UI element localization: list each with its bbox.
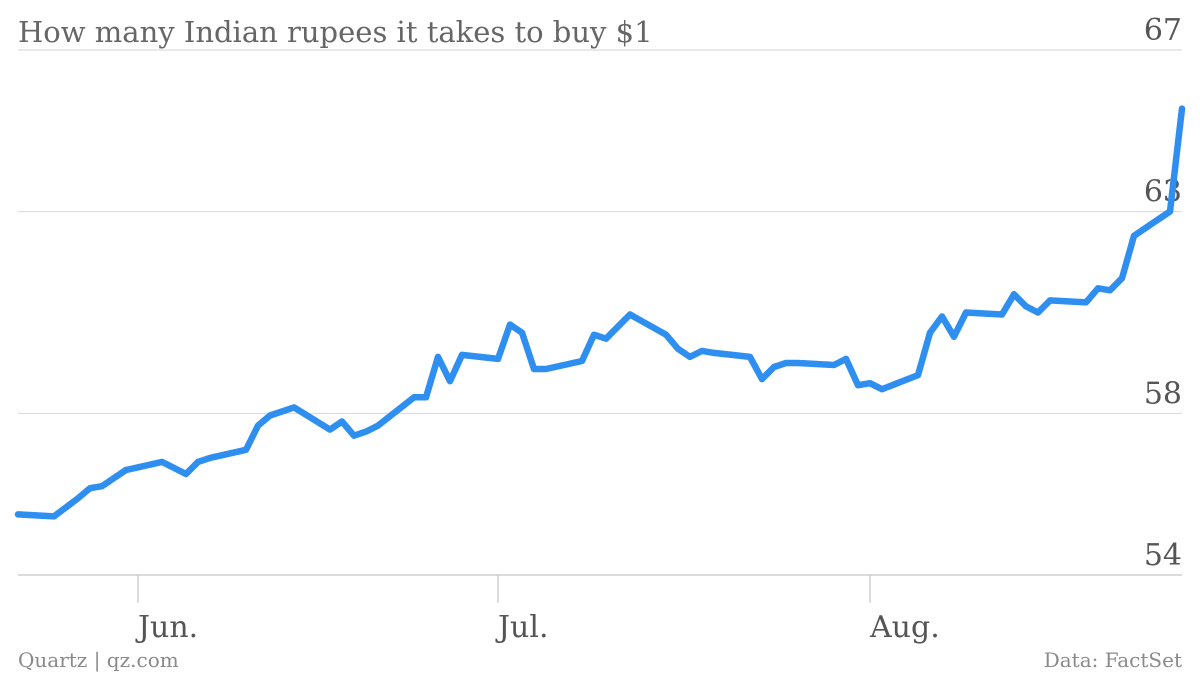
gridlines [18,49,1182,576]
y-tick-label-67: 67 [1144,13,1182,48]
y-tick-label-58: 58 [1144,376,1182,411]
source-credit: Quartz | qz.com [18,648,179,673]
y-tick-label-54: 54 [1144,538,1182,573]
x-tick-label-jul: Jul. [495,610,548,645]
chart-title: How many Indian rupees it takes to buy $… [18,15,653,49]
data-source: Data: FactSet [1044,648,1182,672]
series-line-0 [14,105,1186,520]
series-layer [14,105,1186,520]
x-axis-ticks: Jun. Jul. Aug. [135,575,940,645]
x-tick-label-jun: Jun. [135,610,198,645]
x-tick-label-aug: Aug. [869,610,940,645]
